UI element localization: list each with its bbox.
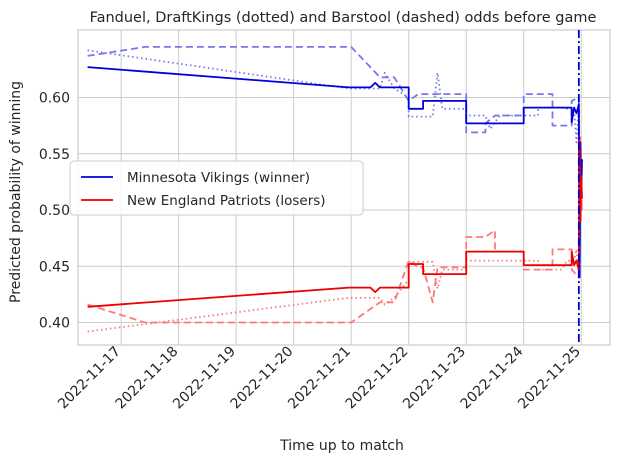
barstool-new-england-patriots-line	[87, 141, 583, 324]
y-axis-label: Predicted probability of winning	[8, 81, 24, 303]
barstool-minnesota-vikings-line	[87, 46, 583, 268]
legend-label-patriots: New England Patriots (losers)	[127, 193, 326, 209]
chart-title: Fanduel, DraftKings (dotted) and Barstoo…	[90, 10, 597, 26]
legend: Minnesota Vikings (winner) New England P…	[69, 160, 364, 216]
fanduel-new-england-patriots-losers-line	[87, 136, 583, 308]
y-tick-label-4: 0.60	[39, 91, 70, 107]
x-axis-label: Time up to match	[279, 438, 404, 454]
y-tick-label-0: 0.40	[39, 316, 70, 332]
y-tick-label-2: 0.50	[39, 203, 70, 219]
legend-frame	[69, 160, 364, 216]
legend-label-vikings: Minnesota Vikings (winner)	[127, 170, 310, 186]
y-tick-label-3: 0.55	[39, 147, 70, 163]
y-tick-label-1: 0.45	[39, 259, 70, 275]
